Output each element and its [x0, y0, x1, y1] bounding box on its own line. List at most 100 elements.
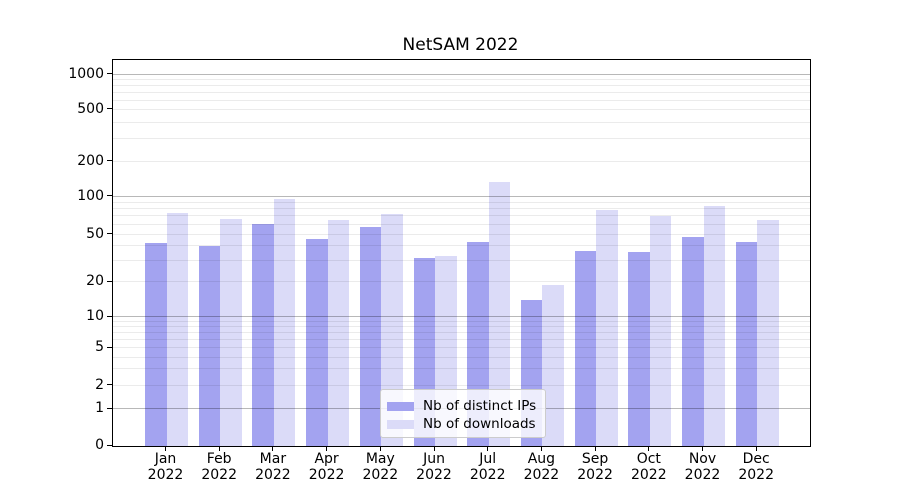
x-tick-label-jan: Jan 2022	[147, 451, 184, 483]
gridline	[113, 281, 810, 283]
bar-downloads-dec	[757, 220, 779, 446]
gridline	[113, 356, 810, 358]
gridline	[113, 108, 810, 110]
y-tick-mark	[107, 444, 112, 446]
gridline	[113, 85, 810, 86]
legend-label-downloads: Nb of downloads	[423, 416, 536, 432]
bar-downloads-feb	[220, 218, 242, 446]
y-tick-mark	[107, 160, 112, 162]
x-tick-mark	[702, 446, 703, 451]
y-tick-label: 50	[86, 225, 104, 242]
bar-ips-mar	[252, 223, 274, 446]
y-tick-mark	[107, 384, 112, 386]
gridline	[113, 233, 810, 235]
y-tick-mark	[107, 407, 112, 409]
x-tick-mark	[755, 446, 757, 451]
gridline	[113, 316, 810, 318]
gridline	[113, 347, 810, 349]
bar-downloads-jul	[488, 182, 511, 446]
bar-downloads-jan	[166, 213, 188, 446]
bar-ips-apr	[306, 239, 328, 446]
y-tick-label: 1000	[68, 65, 104, 82]
gridline	[113, 223, 810, 225]
gridline	[113, 326, 810, 328]
bar-ips-nov	[682, 237, 704, 446]
gridline	[113, 320, 810, 322]
grid-layer	[113, 60, 810, 446]
gridline	[113, 339, 810, 341]
y-tick-mark	[107, 73, 112, 75]
gridline	[113, 215, 810, 217]
gridline	[113, 137, 810, 139]
bars-layer	[113, 60, 810, 446]
y-tick-mark	[107, 233, 112, 235]
gridline	[113, 99, 810, 101]
bar-downloads-aug	[542, 284, 564, 446]
x-tick-mark	[326, 446, 328, 451]
gridline	[113, 121, 810, 123]
y-tick-mark	[107, 280, 112, 282]
x-tick-mark	[433, 446, 435, 451]
y-tick-label: 200	[77, 152, 104, 169]
gridline	[113, 91, 810, 93]
x-tick-mark	[648, 446, 650, 451]
x-tick-label-nov: Nov 2022	[684, 451, 721, 483]
x-tick-label-dec: Dec 2022	[738, 451, 774, 483]
bar-ips-sep	[574, 250, 597, 446]
x-tick-mark	[594, 446, 596, 451]
bar-downloads-nov	[703, 205, 725, 446]
y-tick-label: 5	[95, 339, 104, 356]
y-tick-label: 0	[95, 437, 104, 453]
gridline	[113, 79, 810, 80]
x-tick-label-mar: Mar 2022	[255, 451, 291, 483]
bar-ips-feb	[198, 246, 221, 446]
bar-downloads-may	[381, 214, 403, 446]
gridline	[113, 73, 810, 75]
chart-title: NetSAM 2022	[402, 35, 519, 55]
bar-ips-may	[359, 226, 382, 446]
x-tick-label-jul: Jul 2022	[469, 451, 506, 483]
x-tick-label-sep: Sep 2022	[577, 451, 613, 483]
gridline	[113, 332, 810, 334]
x-tick-mark	[379, 446, 381, 451]
legend: Nb of distinct IPs Nb of downloads	[380, 389, 546, 438]
y-tick-label: 100	[77, 187, 104, 204]
bar-downloads-apr	[327, 220, 350, 446]
legend-item-distinct-ips: Nb of distinct IPs	[387, 397, 539, 415]
bar-ips-dec	[735, 241, 758, 446]
gridline	[113, 245, 810, 247]
y-tick-label: 10	[86, 308, 104, 325]
x-tick-label-may: May 2022	[362, 451, 399, 483]
legend-swatch-downloads	[387, 419, 414, 429]
y-tick-label: 500	[77, 100, 104, 117]
legend-swatch-distinct-ips	[387, 401, 414, 411]
gridline	[113, 384, 810, 386]
gridline	[113, 201, 810, 203]
gridline	[113, 260, 810, 262]
x-tick-mark	[218, 446, 220, 451]
bar-ips-oct	[628, 251, 650, 446]
y-tick-mark	[107, 195, 112, 197]
y-tick-mark	[107, 108, 112, 110]
x-tick-label-aug: Aug 2022	[523, 451, 560, 483]
bar-downloads-oct	[649, 216, 672, 446]
x-tick-label-apr: Apr 2022	[308, 451, 345, 483]
y-tick-label: 20	[86, 273, 104, 290]
plot-area: Nb of distinct IPs Nb of downloads	[112, 59, 811, 447]
gridline	[113, 368, 810, 370]
y-tick-mark	[107, 346, 112, 348]
bar-downloads-sep	[596, 210, 618, 446]
x-tick-label-oct: Oct 2022	[630, 451, 667, 483]
legend-label-distinct-ips: Nb of distinct IPs	[423, 398, 537, 414]
gridline	[113, 207, 810, 209]
bar-ips-jan	[145, 242, 167, 446]
gridline	[113, 195, 810, 197]
x-tick-mark	[272, 446, 274, 451]
x-tick-mark	[540, 446, 542, 451]
y-tick-mark	[107, 315, 112, 317]
bar-downloads-mar	[273, 198, 296, 446]
y-tick-label: 2	[95, 376, 104, 393]
x-tick-mark	[165, 446, 166, 451]
gridline	[113, 160, 810, 162]
